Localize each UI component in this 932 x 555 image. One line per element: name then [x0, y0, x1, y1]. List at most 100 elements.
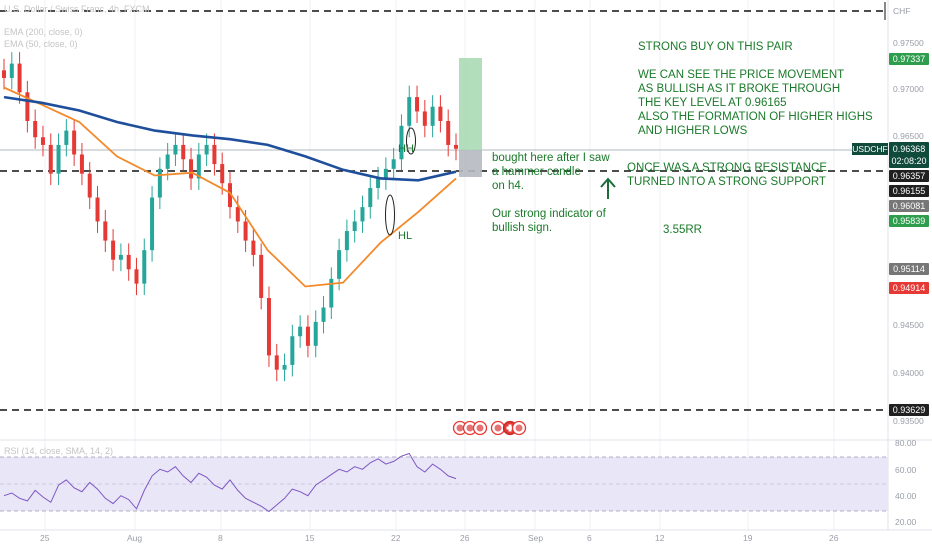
- time-tick: 6: [587, 533, 592, 543]
- ema50-line: [3, 86, 457, 288]
- ema50-price-tag: 0.95114: [889, 263, 929, 275]
- candles-group: [2, 52, 458, 382]
- candle: [103, 221, 108, 241]
- symbol-legend[interactable]: U.S. Dollar / Swiss Franc, 4h, FXCM: [4, 4, 150, 14]
- level-tag: 0.96357: [889, 170, 929, 182]
- candle: [173, 144, 178, 155]
- candle: [352, 221, 357, 232]
- hh-label: HH: [398, 143, 414, 155]
- candle: [165, 154, 170, 169]
- hl-ellipse: [385, 194, 395, 236]
- candle: [150, 197, 155, 251]
- candle: [204, 144, 209, 155]
- currency-label: CHF: [893, 6, 911, 16]
- candle: [142, 250, 147, 284]
- candle: [383, 168, 388, 179]
- ema-price-tag: 0.95839: [889, 215, 929, 227]
- ema50-legend[interactable]: EMA (50, close, 0): [4, 39, 78, 49]
- candle: [329, 278, 334, 308]
- candle: [376, 178, 381, 188]
- candle: [243, 221, 248, 241]
- candle: [64, 130, 69, 145]
- time-tick: 26: [460, 533, 470, 543]
- candle: [157, 168, 162, 198]
- candle: [235, 207, 240, 222]
- candle: [25, 92, 30, 122]
- ema200-line: [3, 95, 457, 182]
- candle: [360, 207, 365, 222]
- rr-label: 3.55RR: [663, 224, 702, 236]
- price-tick: 0.97500: [893, 38, 924, 48]
- target-price-tag: 0.97337: [889, 53, 929, 65]
- candle: [126, 254, 131, 270]
- candle: [196, 154, 201, 179]
- time-tick: Aug: [127, 533, 143, 543]
- candle: [118, 254, 123, 260]
- bought-note: bought here after I saw a hammer candle …: [492, 152, 610, 234]
- candle: [282, 364, 287, 370]
- ticker-price: 0.96368: [892, 144, 926, 154]
- candle: [95, 197, 100, 222]
- price-tick: 0.94000: [893, 368, 924, 378]
- candle: [298, 326, 303, 337]
- ticker-symbol-tag: USDCHF: [852, 143, 888, 155]
- candle: [446, 121, 451, 145]
- hl-label: HL: [398, 230, 413, 242]
- rsi-legend[interactable]: RSI (14, close, SMA, 14, 2): [4, 446, 114, 456]
- economic-events: [452, 420, 527, 436]
- stop-price-tag: 0.96081: [889, 200, 929, 212]
- rsi-tick: 40.00: [895, 491, 917, 501]
- time-tick: 26: [829, 533, 839, 543]
- position-target-zone: [459, 58, 482, 150]
- rsi-tick: 60.00: [895, 465, 917, 475]
- time-tick: 22: [391, 533, 401, 543]
- time-tick: Sep: [528, 533, 544, 543]
- time-tick: 12: [655, 533, 665, 543]
- candle: [189, 159, 194, 179]
- time-tick: 8: [218, 533, 223, 543]
- candle: [430, 106, 435, 126]
- candle: [399, 125, 404, 160]
- candle: [438, 106, 443, 122]
- candle: [368, 187, 373, 208]
- candle: [274, 355, 279, 370]
- resistance-note: ONCE WAS A STRONG RESISTANCE TURNED INTO…: [627, 162, 828, 188]
- time-tick: 19: [743, 533, 753, 543]
- time-tick: 15: [305, 533, 315, 543]
- ticker-countdown-price: 02:08:20: [891, 156, 927, 166]
- candle: [212, 144, 217, 165]
- candle: [290, 336, 295, 365]
- low-price-tag: 0.94914: [889, 282, 929, 294]
- ticker-tag[interactable]: 02:08:20: [889, 142, 929, 168]
- candle: [259, 254, 264, 298]
- time-tick: 25: [40, 533, 50, 543]
- candle: [228, 183, 232, 208]
- candle: [72, 130, 77, 155]
- ema200-legend[interactable]: EMA (200, close, 0): [4, 27, 83, 37]
- candle: [407, 97, 412, 126]
- rsi-line: [3, 452, 457, 513]
- strong-buy-note: STRONG BUY ON THIS PAIR WE CAN SEE THE P…: [638, 41, 873, 137]
- candle: [391, 159, 396, 169]
- candle: [56, 144, 61, 174]
- vertical-grid: [44, 0, 835, 530]
- candle: [87, 173, 92, 198]
- candle: [79, 154, 84, 174]
- candle: [337, 250, 342, 279]
- bottom-level-tag: 0.93629: [889, 404, 929, 416]
- rsi-tick: 20.00: [895, 517, 917, 527]
- candle: [415, 97, 420, 112]
- position-stop-zone: [459, 150, 482, 177]
- up-arrow-icon: [600, 177, 616, 199]
- candle: [305, 326, 310, 346]
- price-tick: 0.97000: [893, 84, 924, 94]
- candle: [181, 144, 186, 160]
- price-tick: 0.96500: [893, 131, 924, 141]
- price-tick: 0.93500: [893, 416, 924, 426]
- candle: [48, 144, 53, 174]
- candle: [17, 63, 22, 93]
- candle: [266, 297, 271, 356]
- rsi-tick: 80.00: [895, 438, 917, 448]
